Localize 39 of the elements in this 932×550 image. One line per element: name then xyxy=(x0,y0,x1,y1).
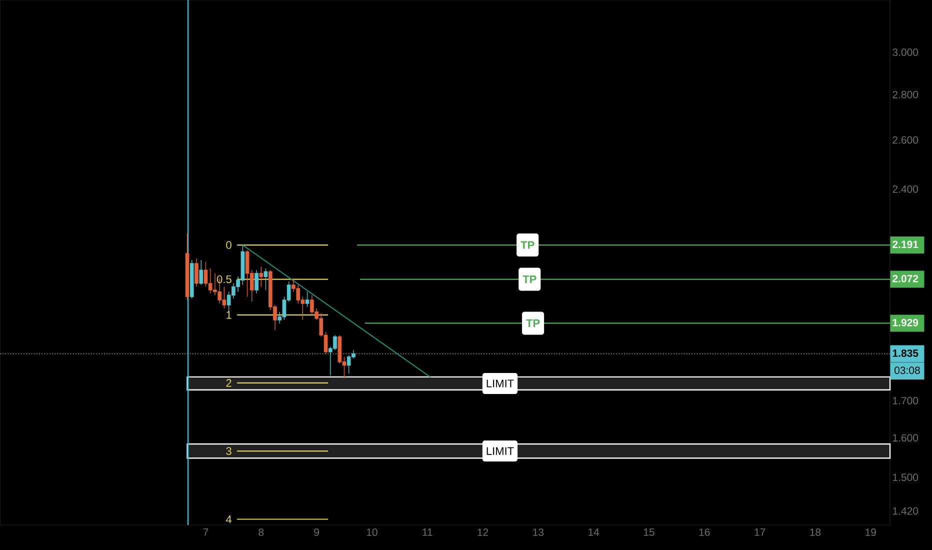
x-tick-label: 11 xyxy=(422,528,432,536)
x-tick-label: 18 xyxy=(810,528,821,536)
x-tick-label: 10 xyxy=(366,528,378,536)
series-label: 1 xyxy=(226,311,232,319)
x-tick-label: 9 xyxy=(314,528,319,536)
x-tick-label: 15 xyxy=(644,528,654,536)
y-tick-label: 1.420 xyxy=(893,507,918,515)
series-label: 2 xyxy=(226,379,232,387)
series-label: 4 xyxy=(226,515,232,524)
x-tick-label: 7 xyxy=(203,528,208,536)
y-tick-label: 1.929 xyxy=(892,318,918,326)
series-label: 0.5 xyxy=(216,275,232,284)
y-tick-label: 2.400 xyxy=(892,185,918,193)
series-label: TP xyxy=(520,241,534,249)
series-label: 0 xyxy=(226,241,232,249)
series-label: TP xyxy=(526,319,540,327)
x-tick-label: 8 xyxy=(258,528,264,536)
y-tick-label: 2.191 xyxy=(892,240,918,248)
series-label: TP xyxy=(522,275,536,284)
y-tick-label: 2.072 xyxy=(892,274,918,282)
x-tick-label: 12 xyxy=(478,528,488,536)
y-tick-label: 2.800 xyxy=(892,90,918,98)
x-tick-label: 17 xyxy=(754,528,766,536)
y-tick-label: 2.600 xyxy=(892,136,918,144)
x-tick-label: 16 xyxy=(699,528,710,536)
y-tick-label: 1.700 xyxy=(893,396,918,404)
y-tick-label: 1.835 xyxy=(892,349,918,357)
x-tick-label: 14 xyxy=(588,528,600,536)
candlestick xyxy=(254,270,258,294)
x-tick-label: 19 xyxy=(866,528,876,536)
x-tick-label: 13 xyxy=(533,528,544,536)
candlestick xyxy=(194,258,198,288)
y-tick-label: 1.600 xyxy=(893,434,918,442)
y-tick-label: 1.500 xyxy=(893,474,918,482)
text: 03:08 xyxy=(894,366,920,374)
band-label: LIMIT xyxy=(486,447,514,455)
y-tick-label: 3.000 xyxy=(892,48,918,56)
band-label: LIMIT xyxy=(486,380,514,388)
series-label: 3 xyxy=(226,447,232,455)
